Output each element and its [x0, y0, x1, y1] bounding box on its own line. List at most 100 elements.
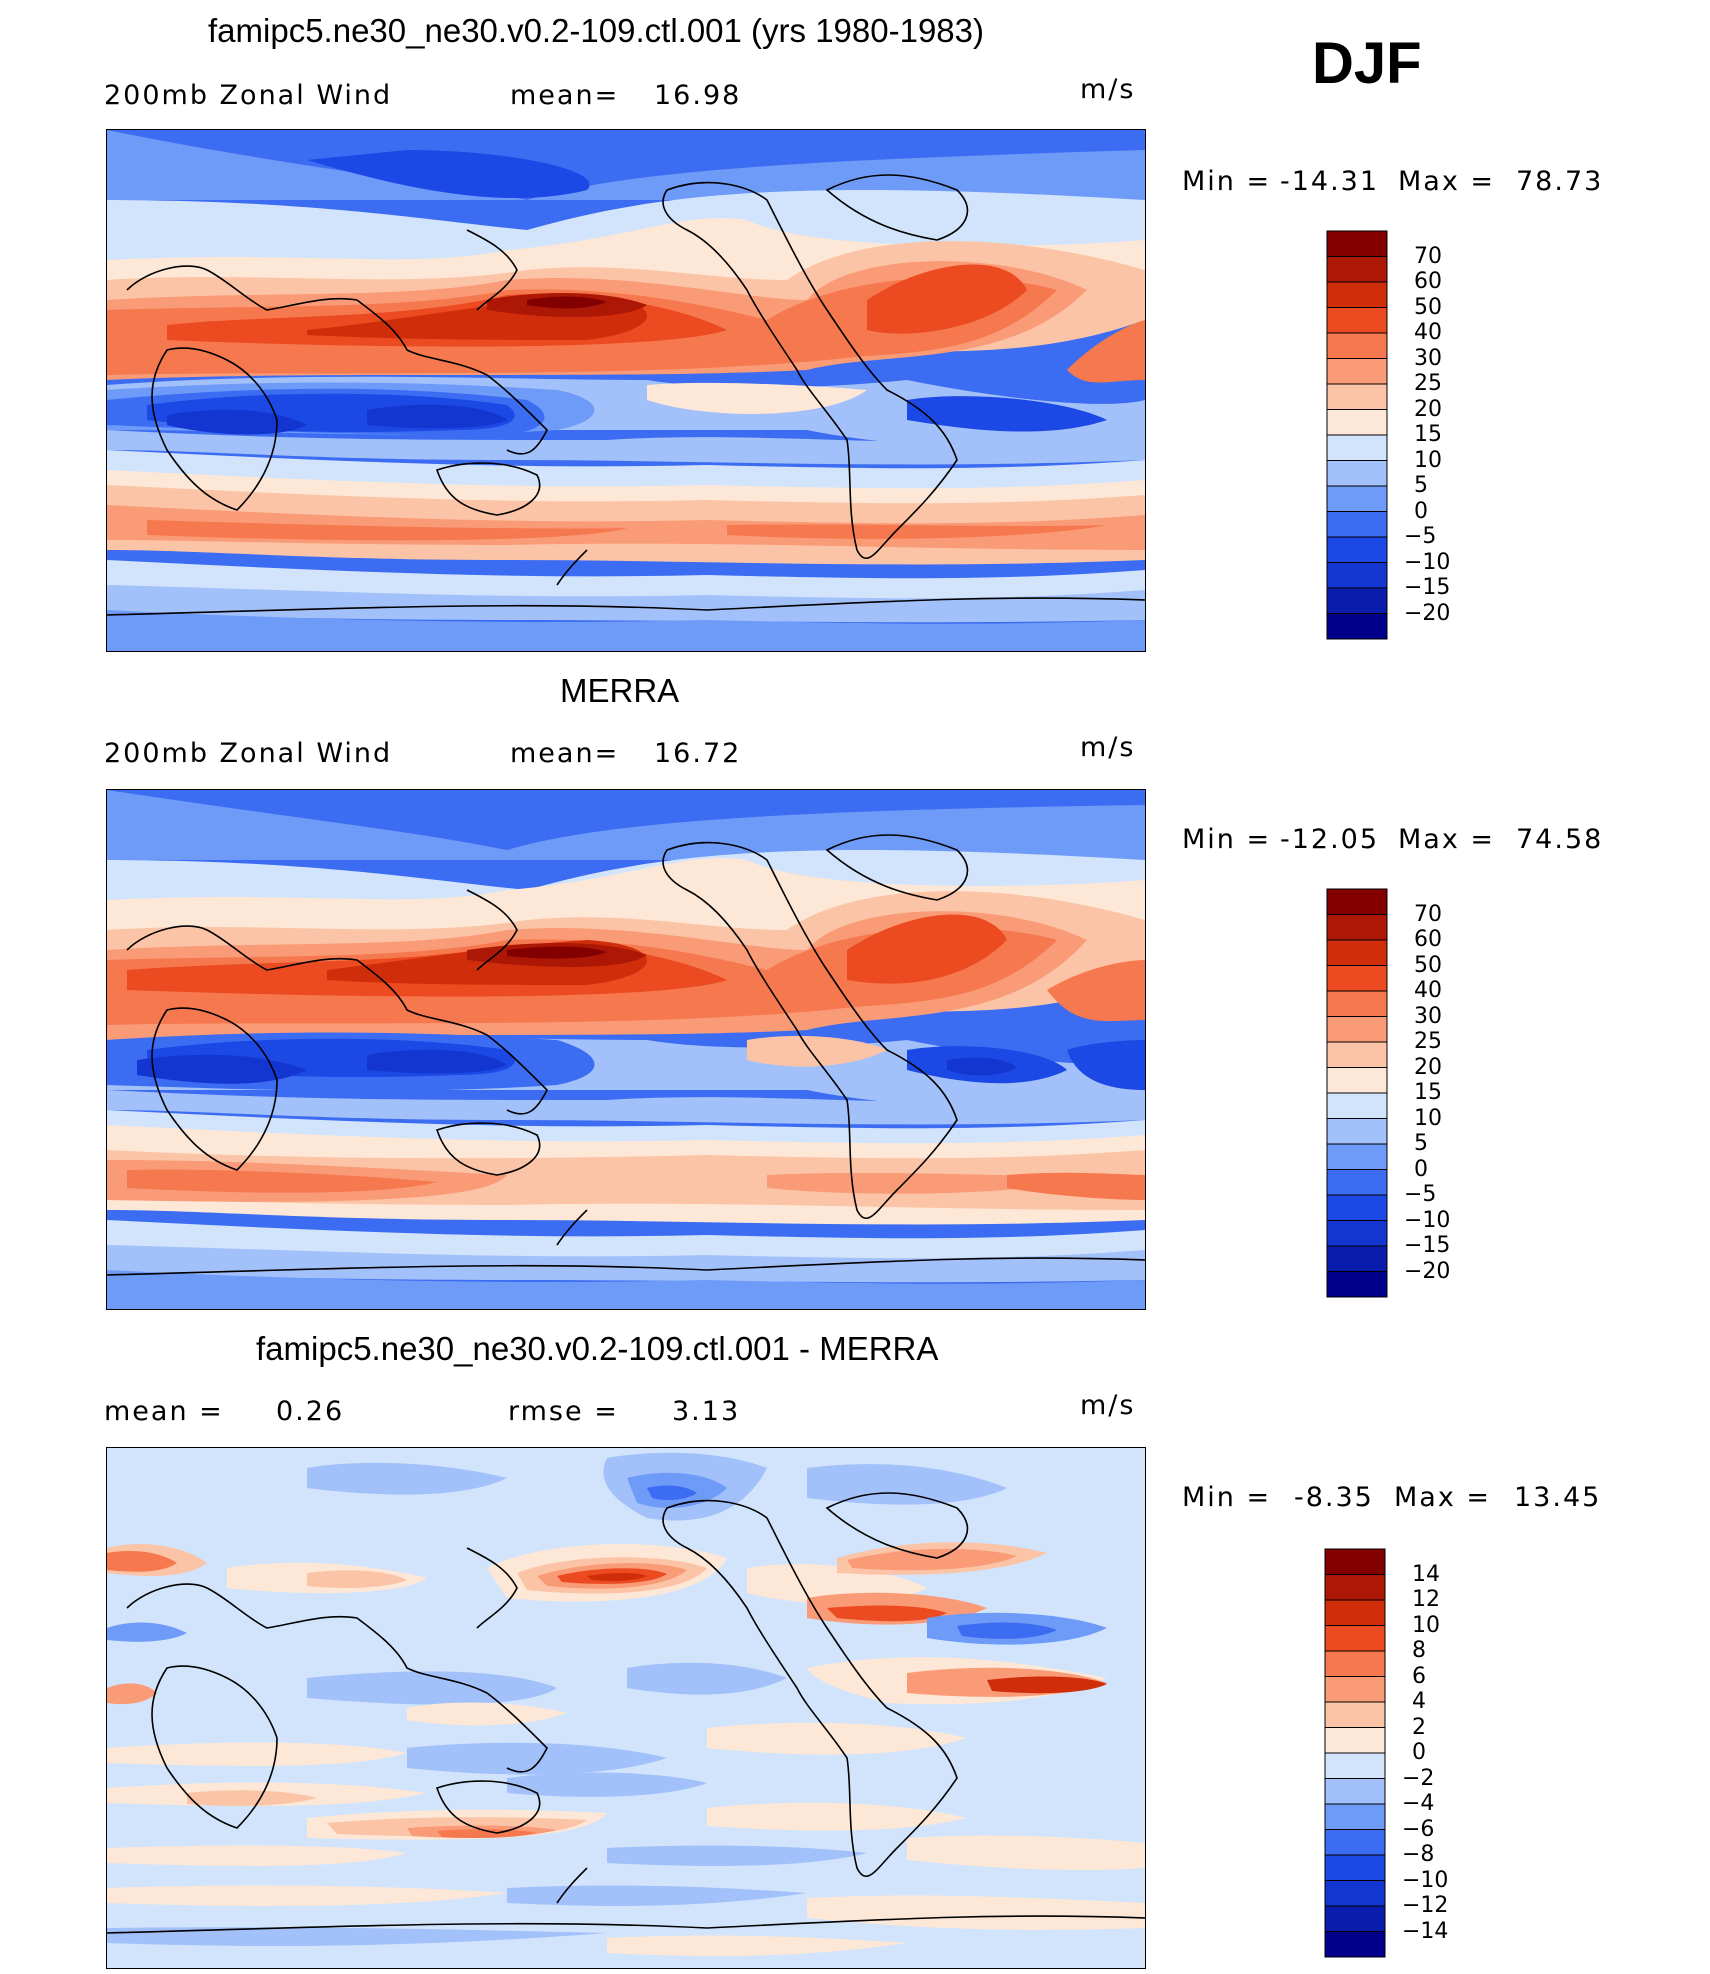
panel3-max-label: Max = — [1394, 1482, 1492, 1513]
panel1-min-label: Min = — [1182, 166, 1272, 197]
colorbar-swatch — [1324, 1727, 1386, 1754]
panel2-variable-label: 200mb Zonal Wind — [104, 738, 393, 769]
colorbar-swatch — [1324, 1752, 1386, 1779]
panel3-rmse-value: 3.13 — [672, 1396, 741, 1427]
colorbar-tick-label: −10 — [1402, 1867, 1449, 1893]
colorbar-swatch — [1326, 332, 1388, 359]
panel2-max-label: Max = — [1398, 824, 1496, 855]
colorbar-swatch — [1324, 1625, 1386, 1652]
colorbar-tick-label: −6 — [1402, 1816, 1435, 1842]
colorbar-swatch — [1324, 1880, 1386, 1907]
colorbar-tick-label: −2 — [1402, 1765, 1435, 1791]
colorbar-swatch — [1324, 1650, 1386, 1677]
colorbar-tick-label: −5 — [1404, 1182, 1437, 1207]
colorbar-swatch — [1326, 1092, 1388, 1119]
colorbar-tick-label: 40 — [1414, 978, 1442, 1003]
panel1-max-value: 78.73 — [1516, 166, 1604, 197]
colorbar-tick-label: −5 — [1404, 524, 1437, 549]
panel1-units: m/s — [1080, 74, 1136, 105]
panel1-map — [106, 129, 1146, 652]
colorbar-tick-label: 20 — [1414, 396, 1442, 422]
colorbar-swatch — [1324, 1803, 1386, 1830]
colorbar-swatch — [1326, 990, 1388, 1017]
panel3-map-plot — [107, 1448, 1145, 1968]
panel1-min-value: -14.31 — [1280, 166, 1380, 197]
panel1-max-label: Max = — [1398, 166, 1496, 197]
colorbar-tick-label: −15 — [1404, 575, 1451, 600]
colorbar-swatch — [1326, 562, 1388, 589]
panel3-colorbar-labels: 14 12 10 8 6 4 2 0 −2 −4 −6 −8 −10 −12 −14 — [1402, 1548, 1482, 1958]
colorbar-tick-label: 50 — [1414, 952, 1442, 978]
colorbar-swatch — [1326, 965, 1388, 992]
colorbar-tick-label: 70 — [1414, 901, 1442, 927]
colorbar-swatch — [1326, 613, 1388, 640]
panel3-mean-label: mean = — [104, 1396, 224, 1427]
panel3-map — [106, 1447, 1146, 1969]
colorbar-swatch — [1326, 1271, 1388, 1298]
colorbar-swatch — [1326, 307, 1388, 334]
colorbar-swatch — [1326, 230, 1388, 257]
colorbar-swatch — [1326, 281, 1388, 308]
panel3-rmse-label: rmse = — [508, 1396, 619, 1427]
panel1-title: famipc5.ne30_ne30.v0.2-109.ctl.001 (yrs … — [208, 12, 984, 49]
colorbar-swatch — [1326, 1016, 1388, 1043]
colorbar-tick-label: 10 — [1412, 1612, 1440, 1638]
colorbar-swatch — [1324, 1905, 1386, 1932]
colorbar-tick-label: 60 — [1414, 927, 1442, 952]
colorbar-swatch — [1326, 1194, 1388, 1221]
colorbar-swatch — [1326, 358, 1388, 385]
panel1-map-plot — [107, 130, 1145, 651]
colorbar-swatch — [1326, 511, 1388, 538]
colorbar-tick-label: 0 — [1412, 1740, 1426, 1765]
colorbar-swatch — [1324, 1548, 1386, 1575]
colorbar-swatch — [1326, 914, 1388, 941]
panel2-mean-value: 16.72 — [654, 738, 742, 769]
colorbar-tick-label: −20 — [1404, 1258, 1451, 1284]
colorbar-swatch — [1324, 1778, 1386, 1805]
colorbar-tick-label: −14 — [1402, 1918, 1449, 1944]
colorbar-tick-label: 4 — [1412, 1689, 1426, 1714]
colorbar-swatch — [1326, 460, 1388, 487]
panel2-max-value: 74.58 — [1516, 824, 1604, 855]
colorbar-swatch — [1324, 1574, 1386, 1601]
colorbar-tick-label: 15 — [1414, 1080, 1442, 1105]
panel2-mean-label: mean= — [510, 738, 620, 769]
colorbar-swatch — [1326, 1118, 1388, 1145]
panel1-variable-label: 200mb Zonal Wind — [104, 80, 393, 111]
colorbar-swatch — [1324, 1701, 1386, 1728]
colorbar-tick-label: 15 — [1414, 422, 1442, 447]
colorbar-tick-label: 25 — [1414, 371, 1442, 396]
colorbar-swatch — [1326, 536, 1388, 563]
panel2-map — [106, 789, 1146, 1310]
panel3-mean-value: 0.26 — [276, 1396, 345, 1427]
colorbar-swatch — [1326, 1143, 1388, 1170]
colorbar-swatch — [1324, 1676, 1386, 1703]
panel1-mean-value: 16.98 — [654, 80, 742, 111]
colorbar-tick-label: 5 — [1414, 473, 1428, 498]
colorbar-tick-label: 60 — [1414, 269, 1442, 294]
panel2-map-plot — [107, 790, 1145, 1309]
colorbar-tick-label: −8 — [1402, 1842, 1435, 1867]
panel1-mean-label: mean= — [510, 80, 620, 111]
colorbar-tick-label: 14 — [1412, 1561, 1440, 1587]
panel2-colorbar-labels: 70 60 50 40 30 25 20 15 10 5 0 −5 −10 −15 −20 — [1404, 888, 1484, 1298]
colorbar-tick-label: −12 — [1402, 1893, 1449, 1918]
colorbar-swatch — [1324, 1931, 1386, 1958]
panel2-title: MERRA — [560, 672, 680, 709]
colorbar-tick-label: 2 — [1412, 1714, 1426, 1740]
colorbar-tick-label: 0 — [1414, 1156, 1428, 1182]
panel2-colorbar — [1326, 888, 1388, 1298]
panel2-units: m/s — [1080, 732, 1136, 763]
colorbar-tick-label: 8 — [1412, 1638, 1426, 1663]
panel3-min-value: -8.35 — [1294, 1482, 1374, 1513]
panel3-units: m/s — [1080, 1390, 1136, 1421]
colorbar-swatch — [1326, 409, 1388, 436]
colorbar-tick-label: 12 — [1412, 1587, 1440, 1612]
colorbar-tick-label: 20 — [1414, 1054, 1442, 1080]
panel3-min-label: Min = — [1182, 1482, 1272, 1513]
panel3-max-value: 13.45 — [1514, 1482, 1602, 1513]
colorbar-swatch — [1324, 1829, 1386, 1856]
colorbar-tick-label: 50 — [1414, 294, 1442, 320]
colorbar-swatch — [1326, 1067, 1388, 1094]
colorbar-swatch — [1324, 1854, 1386, 1881]
